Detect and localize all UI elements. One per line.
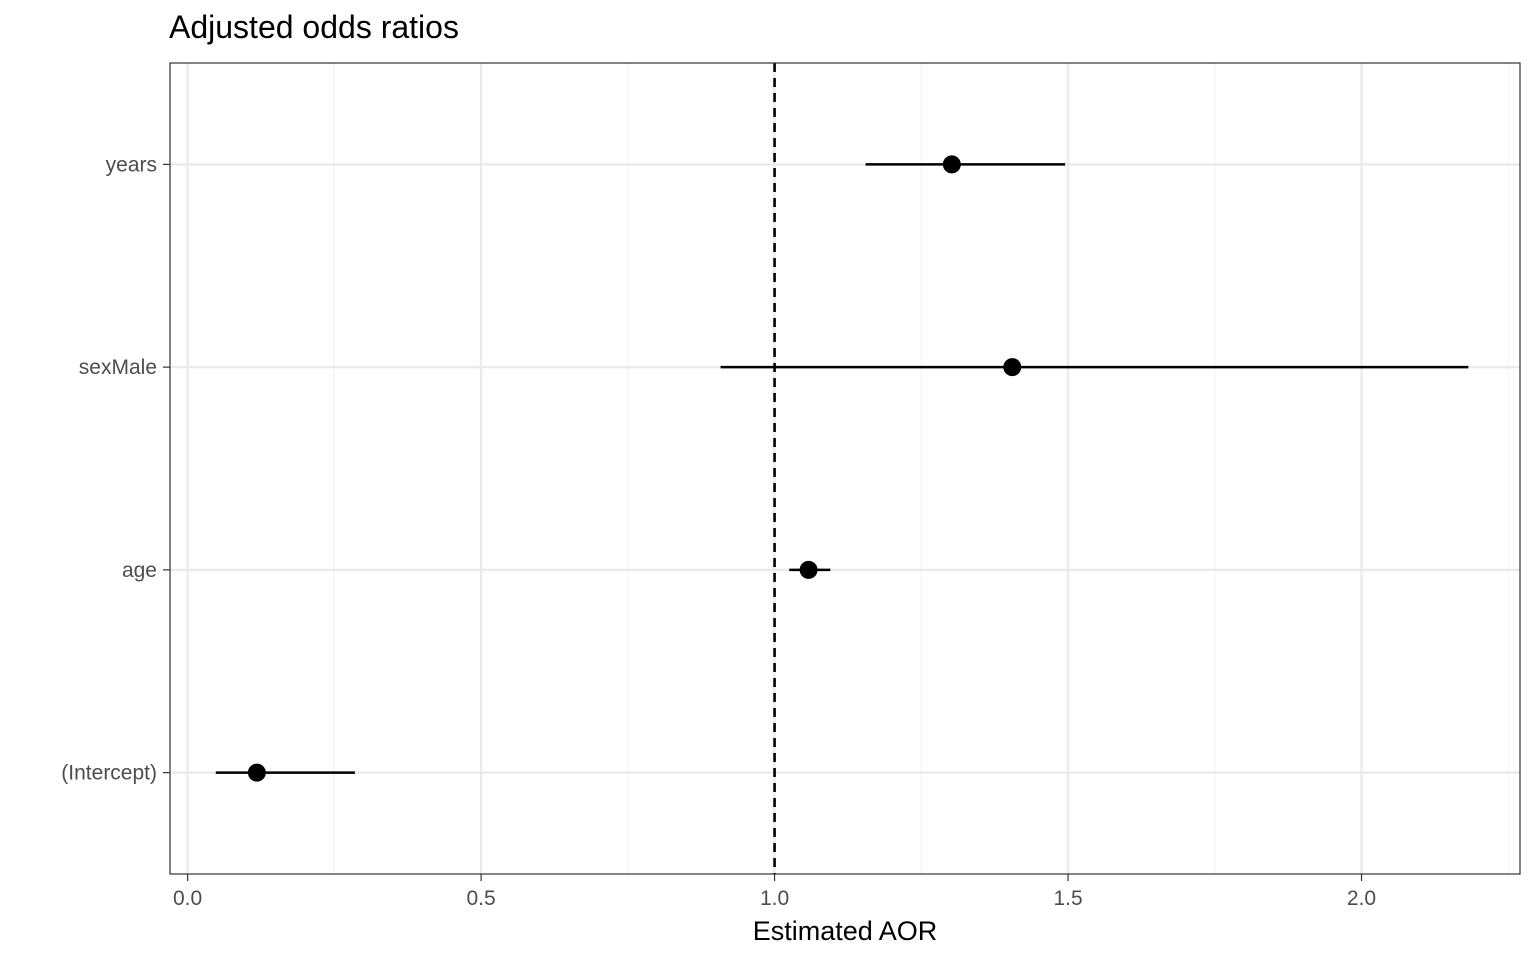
axes: 0.0 0.5 1.0 1.5 2.0 (Intercept) age sexMale year…	[61, 153, 1376, 910]
panel-border	[169, 62, 1521, 875]
x-tick-label: 2.0	[1347, 887, 1376, 910]
y-tick-label: sexMale	[79, 356, 157, 379]
x-tick-label: 0.5	[466, 887, 495, 910]
grid-lines	[170, 63, 1520, 874]
estimate-marks	[215, 155, 1469, 782]
x-tick-label: 0.0	[173, 887, 202, 910]
x-axis-title: Estimated AOR	[753, 916, 938, 946]
x-tick-label: 1.0	[760, 887, 789, 910]
estimate-point	[942, 155, 961, 174]
y-tick-label: (Intercept)	[61, 762, 157, 785]
estimate-point	[799, 560, 818, 579]
estimate-point	[1003, 358, 1022, 377]
chart-title: Adjusted odds ratios	[169, 9, 459, 45]
x-tick-label: 1.5	[1053, 887, 1082, 910]
y-tick-label: years	[106, 153, 157, 176]
y-tick-label: age	[122, 559, 157, 582]
estimate-point	[247, 763, 266, 782]
